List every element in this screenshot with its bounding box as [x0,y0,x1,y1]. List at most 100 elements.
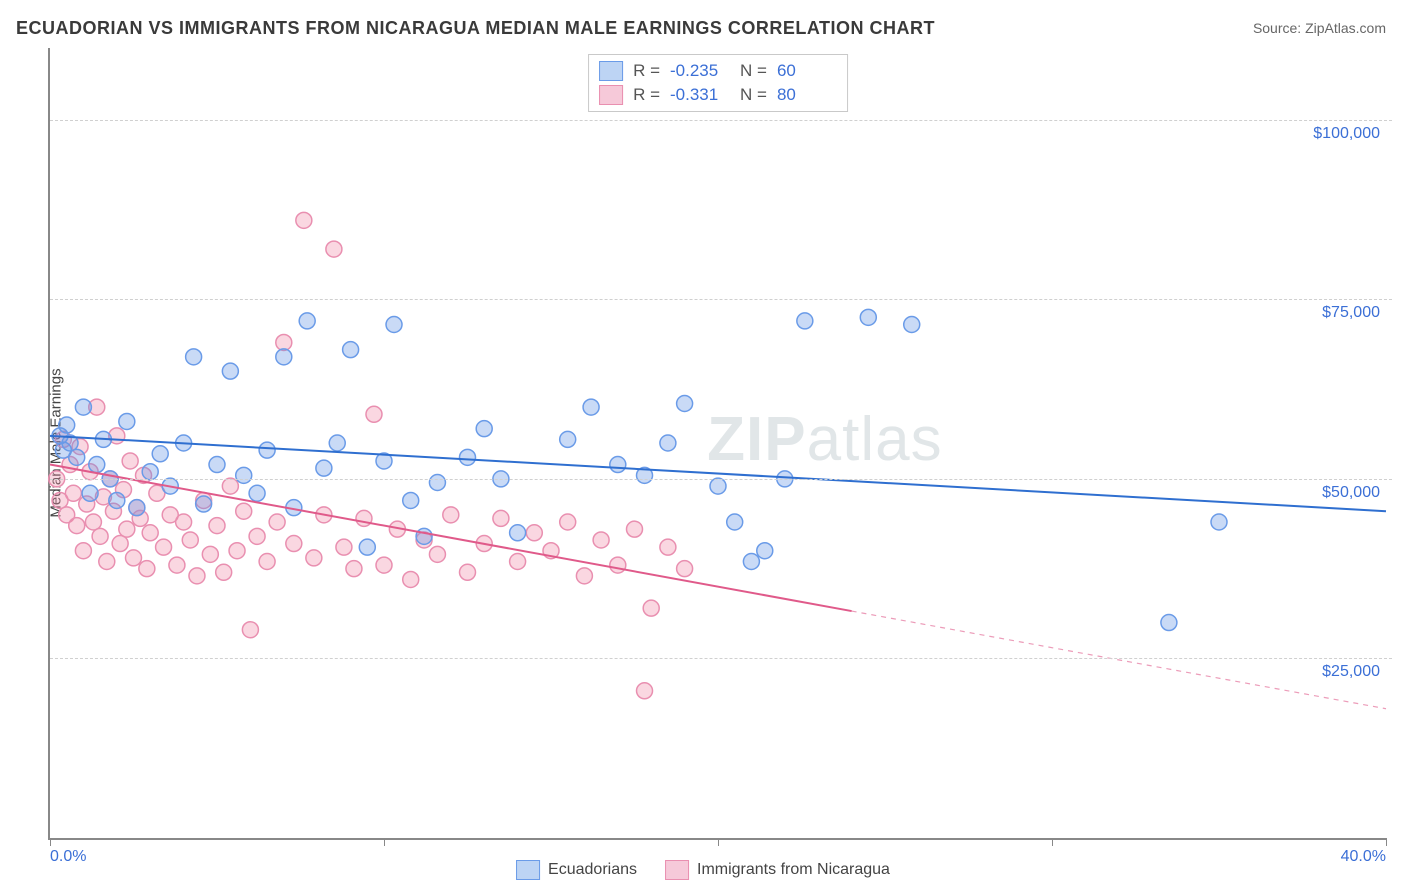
data-point-nicaragua [209,518,225,534]
data-point-ecuadorians [75,399,91,415]
data-point-nicaragua [69,518,85,534]
data-point-ecuadorians [460,449,476,465]
data-point-ecuadorians [276,349,292,365]
n-value-ecuadorians: 60 [777,61,837,81]
trend-line-nicaragua [50,465,852,612]
data-point-nicaragua [202,546,218,562]
x-tick [1386,838,1387,846]
x-tick [50,838,51,846]
r-label: R = [633,61,660,81]
x-tick [718,838,719,846]
data-point-nicaragua [296,212,312,228]
data-point-nicaragua [593,532,609,548]
data-point-nicaragua [249,528,265,544]
data-point-ecuadorians [743,554,759,570]
data-point-ecuadorians [236,467,252,483]
swatch-ecuadorians [599,61,623,81]
data-point-nicaragua [189,568,205,584]
r-value-nicaragua: -0.331 [670,85,730,105]
data-point-ecuadorians [316,460,332,476]
r-value-ecuadorians: -0.235 [670,61,730,81]
data-point-nicaragua [526,525,542,541]
data-point-nicaragua [510,554,526,570]
swatch-ecuadorians [516,860,540,880]
data-point-nicaragua [276,334,292,350]
y-tick-label: $100,000 [1313,125,1380,143]
data-point-nicaragua [306,550,322,566]
source-label: Source: [1253,20,1305,36]
data-point-ecuadorians [710,478,726,494]
data-point-ecuadorians [69,449,85,465]
legend-item-ecuadorians: Ecuadorians [516,860,637,880]
data-point-ecuadorians [610,457,626,473]
chart-container: ECUADORIAN VS IMMIGRANTS FROM NICARAGUA … [0,0,1406,892]
swatch-nicaragua [665,860,689,880]
n-label: N = [740,85,767,105]
data-point-ecuadorians [129,500,145,516]
data-point-nicaragua [336,539,352,555]
plot-area: Median Male Earnings ZIPatlas R = -0.235… [48,48,1386,840]
data-point-ecuadorians [222,363,238,379]
data-point-nicaragua [142,525,158,541]
data-point-ecuadorians [1211,514,1227,530]
legend-row-ecuadorians: R = -0.235 N = 60 [599,59,837,83]
data-point-ecuadorians [757,543,773,559]
data-point-ecuadorians [343,342,359,358]
data-point-nicaragua [403,571,419,587]
data-point-ecuadorians [186,349,202,365]
data-point-ecuadorians [359,539,375,555]
data-point-nicaragua [229,543,245,559]
data-point-nicaragua [326,241,342,257]
data-point-nicaragua [637,683,653,699]
data-point-ecuadorians [196,496,212,512]
source-credit: Source: ZipAtlas.com [1253,20,1386,36]
data-point-ecuadorians [429,475,445,491]
data-point-nicaragua [85,514,101,530]
data-point-ecuadorians [904,317,920,333]
data-point-nicaragua [643,600,659,616]
data-point-nicaragua [169,557,185,573]
data-point-ecuadorians [860,309,876,325]
legend-row-nicaragua: R = -0.331 N = 80 [599,83,837,107]
data-point-nicaragua [176,514,192,530]
data-point-ecuadorians [560,431,576,447]
data-point-nicaragua [376,557,392,573]
data-point-ecuadorians [677,396,693,412]
series-name-ecuadorians: Ecuadorians [548,861,637,879]
data-point-ecuadorians [403,492,419,508]
data-point-nicaragua [236,503,252,519]
data-point-ecuadorians [1161,615,1177,631]
series-name-nicaragua: Immigrants from Nicaragua [697,861,890,879]
data-point-ecuadorians [727,514,743,530]
data-point-nicaragua [122,453,138,469]
data-point-nicaragua [493,510,509,526]
data-point-nicaragua [222,478,238,494]
data-point-nicaragua [627,521,643,537]
data-point-ecuadorians [152,446,168,462]
data-point-ecuadorians [59,417,75,433]
data-point-nicaragua [156,539,172,555]
gridline [50,658,1392,659]
data-point-nicaragua [216,564,232,580]
data-point-nicaragua [65,485,81,501]
data-point-nicaragua [182,532,198,548]
data-point-nicaragua [460,564,476,580]
data-point-nicaragua [92,528,108,544]
data-point-ecuadorians [416,528,432,544]
data-point-nicaragua [126,550,142,566]
data-point-nicaragua [610,557,626,573]
data-point-nicaragua [99,554,115,570]
data-point-ecuadorians [476,421,492,437]
chart-title: ECUADORIAN VS IMMIGRANTS FROM NICARAGUA … [16,18,935,39]
data-point-nicaragua [112,536,128,552]
data-point-ecuadorians [299,313,315,329]
r-label: R = [633,85,660,105]
data-point-nicaragua [356,510,372,526]
series-legend: Ecuadorians Immigrants from Nicaragua [516,860,890,880]
y-tick-label: $25,000 [1322,663,1380,681]
chart-svg [50,48,1386,838]
data-point-ecuadorians [119,413,135,429]
data-point-ecuadorians [510,525,526,541]
swatch-nicaragua [599,85,623,105]
x-tick [384,838,385,846]
